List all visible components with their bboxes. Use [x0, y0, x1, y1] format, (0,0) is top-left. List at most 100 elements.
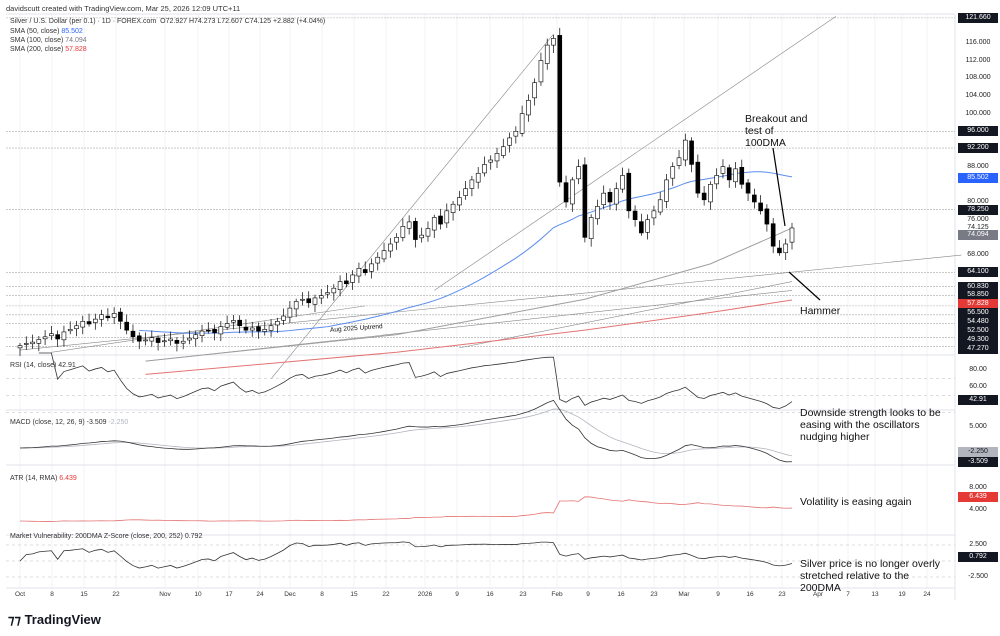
- time-axis-label: 23: [650, 591, 658, 598]
- atr-axis-label: 6.439: [958, 492, 998, 502]
- candle-body: [626, 172, 632, 212]
- macd-signal-line: [19, 408, 793, 457]
- price-axis-label: 88.000: [967, 162, 989, 170]
- candle-body: [676, 157, 682, 166]
- candle-body: [318, 295, 324, 299]
- time-axis-label: Feb: [551, 591, 563, 598]
- time-axis-label: 10: [194, 591, 202, 598]
- tradingview-logo[interactable]: ⁊⁊ TradingView: [8, 612, 101, 627]
- price-axis-label: 76.000: [967, 215, 989, 223]
- candle-body: [74, 325, 79, 330]
- price-axis-label: 96.000: [958, 126, 998, 137]
- rsi-legend[interactable]: RSI (14, close) 42.91: [10, 362, 76, 369]
- candle-body: [268, 325, 274, 331]
- atr-line: [19, 496, 793, 522]
- price-axis-label: 57.828: [958, 299, 998, 310]
- price-axis-label: 74.125: [967, 223, 989, 231]
- annotation-hammer: Hammer: [800, 305, 841, 317]
- ohlc-values: O72.927 H74.273 L72.607 C74.125 +2.882 (…: [160, 18, 326, 25]
- candle-body: [588, 217, 594, 239]
- sma100-legend[interactable]: SMA (100, close) 74.094: [10, 37, 87, 44]
- time-axis-label: 13: [871, 591, 879, 598]
- candle-body: [42, 336, 48, 340]
- candle-body: [613, 188, 619, 205]
- time-axis-label: 2026: [417, 591, 433, 598]
- price-axis-label: 104.000: [965, 91, 991, 99]
- price-axis-label: 100.000: [965, 109, 991, 117]
- candle-body: [475, 172, 481, 183]
- candle-body: [149, 337, 155, 342]
- candle-body: [413, 221, 418, 240]
- candle-body: [350, 274, 355, 283]
- candle-body: [657, 199, 663, 213]
- sma50-line: [139, 171, 793, 334]
- candle-body: [695, 161, 701, 194]
- candle-body: [651, 210, 657, 219]
- candle-body: [287, 307, 293, 318]
- trendline: [19, 254, 962, 351]
- zscore-line: [19, 541, 793, 569]
- trendline: [459, 281, 793, 349]
- candle-body: [155, 337, 161, 343]
- candle-body: [670, 166, 676, 179]
- candle-body: [168, 338, 173, 342]
- time-axis-label: 22: [382, 591, 390, 598]
- candle-body: [61, 331, 67, 341]
- candle-body: [544, 44, 550, 64]
- candle-body: [130, 330, 136, 338]
- macd-legend[interactable]: MACD (close, 12, 26, 9) -3.509 -2.250: [10, 419, 129, 426]
- candle-body: [17, 345, 23, 349]
- candle-body: [394, 237, 399, 243]
- candle-body: [55, 334, 60, 340]
- time-axis-label: Mar: [678, 591, 690, 598]
- time-axis-label: 16: [486, 591, 494, 598]
- sma200-legend[interactable]: SMA (200, close) 57.828: [10, 46, 87, 53]
- candle-body: [111, 313, 117, 318]
- atr-axis-label: 4.000: [969, 506, 987, 513]
- price-axis-label: 49.300: [958, 334, 998, 345]
- candle-body: [30, 341, 35, 345]
- candle-body: [576, 166, 581, 180]
- time-axis-label: Dec: [284, 591, 296, 598]
- price-axis-label: 112.000: [965, 56, 991, 64]
- candle-body: [212, 329, 217, 334]
- price-axis-label: 78.250: [958, 204, 998, 215]
- candle-body: [262, 328, 268, 332]
- sma50-legend[interactable]: SMA (50, close) 85.502: [10, 28, 83, 35]
- time-axis-label: 17: [225, 591, 233, 598]
- candle-body: [174, 340, 180, 344]
- candle-body: [325, 292, 330, 295]
- price-axis-label: 116.000: [965, 38, 991, 46]
- candle-body: [689, 140, 694, 165]
- price-axis-label: 68.000: [967, 251, 989, 259]
- price-axis-label: 108.000: [965, 74, 991, 82]
- candle-body: [538, 60, 544, 83]
- price-axis-label: 64.100: [958, 267, 998, 278]
- candle-body: [306, 298, 312, 304]
- candle-body: [80, 321, 86, 328]
- candle-body: [406, 221, 412, 229]
- candle-body: [714, 175, 719, 185]
- candle-body: [425, 228, 431, 237]
- candle-body: [331, 287, 337, 294]
- atr-legend[interactable]: ATR (14, RMA) 6.439: [10, 475, 77, 482]
- chart-credit: davidscutt created with TradingView.com,…: [6, 4, 241, 13]
- symbol-legend: Silver / U.S. Dollar (per 0.1) · 1D · FO…: [10, 18, 325, 25]
- candle-body: [193, 334, 199, 340]
- price-axis-label: 121.660: [958, 12, 998, 23]
- candle-body: [444, 210, 450, 224]
- candle-body: [205, 329, 211, 332]
- candle-body: [49, 333, 54, 337]
- price-axis-label: 60.830: [958, 281, 998, 292]
- time-axis-label: 24: [923, 591, 931, 598]
- candle-body: [752, 194, 757, 203]
- time-axis-label: Apr: [812, 591, 824, 598]
- price-axis-label: 58.850: [958, 290, 998, 301]
- zscore-legend[interactable]: Market Vulnerability: 200DMA Z-Score (cl…: [10, 533, 203, 540]
- candle-body: [601, 192, 607, 205]
- candle-body: [607, 191, 613, 203]
- candle-body: [557, 35, 563, 183]
- price-axis-label: 85.502: [958, 172, 998, 183]
